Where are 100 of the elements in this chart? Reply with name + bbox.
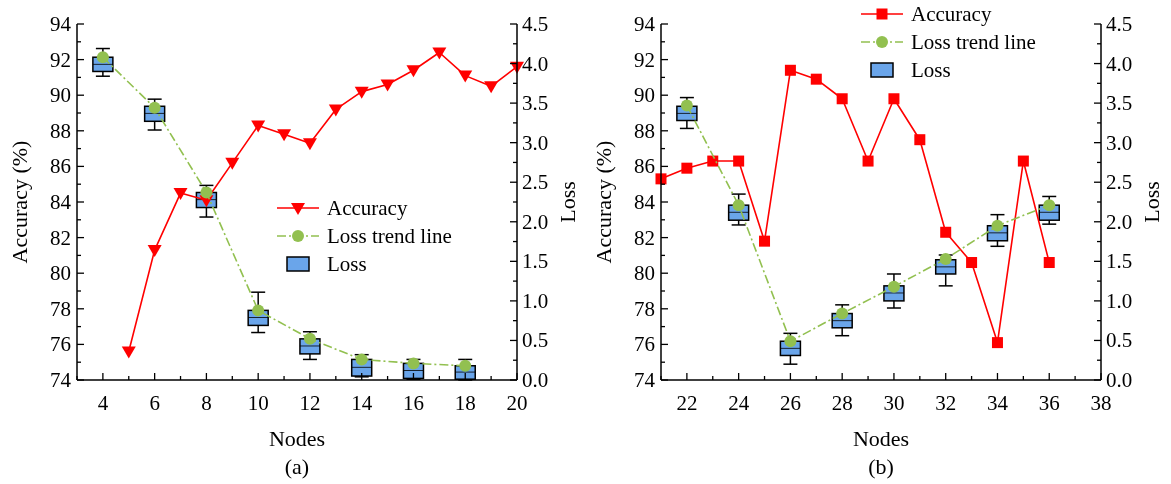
y-tick-label: 84 [50, 190, 72, 214]
y2-tick-label: 1.5 [1106, 249, 1133, 274]
y-tick-label: 82 [634, 225, 655, 250]
point [733, 155, 745, 167]
point [459, 359, 472, 372]
x-tick-label: 14 [351, 391, 373, 415]
point [681, 162, 693, 174]
y-tick-label: 80 [634, 261, 655, 286]
y2-tick-label: 4.0 [522, 51, 549, 76]
point [1017, 155, 1029, 167]
y2-axis-title: Loss [555, 181, 580, 223]
y-axis-title: Accuracy (%) [7, 140, 32, 264]
y2-tick-label: 4.5 [522, 12, 549, 36]
x-tick-label: 36 [1038, 391, 1060, 415]
y-tick-label: 94 [50, 12, 72, 36]
y2-tick-label: 0.5 [522, 328, 549, 353]
point [355, 353, 368, 366]
y2-tick-label: 1.5 [522, 249, 549, 274]
y2-tick-label: 1.0 [1106, 288, 1133, 313]
y2-tick-label: 4.5 [1106, 12, 1133, 36]
x-axis-title: Nodes [268, 426, 326, 451]
x-tick-label: 4 [97, 391, 109, 415]
point [940, 226, 952, 238]
legend-label: Accuracy [911, 2, 992, 26]
y2-tick-label: 3.0 [1106, 130, 1133, 155]
y-tick-label: 90 [634, 83, 655, 108]
x-tick-label: 8 [201, 391, 212, 415]
x-tick-label: 30 [883, 391, 905, 415]
y-tick-label: 76 [634, 332, 655, 357]
point [991, 337, 1003, 349]
point [251, 120, 266, 133]
x-tick-label: 38 [1090, 391, 1112, 415]
y-axis-title: Accuracy (%) [591, 140, 616, 264]
x-tick-label: 18 [454, 391, 476, 415]
point [380, 79, 395, 92]
y-tick-label: 84 [634, 190, 656, 214]
y2-tick-label: 1.0 [522, 288, 549, 313]
y2-tick-label: 0.5 [1106, 328, 1133, 353]
point [887, 280, 900, 293]
y-tick-label: 74 [50, 368, 72, 392]
y2-tick-label: 2.5 [1106, 170, 1133, 195]
y-tick-label: 88 [50, 118, 71, 143]
point [784, 335, 797, 348]
point [96, 51, 109, 64]
point [225, 157, 240, 170]
y-tick-label: 92 [634, 47, 655, 72]
x-tick-label: 28 [831, 391, 853, 415]
y2-tick-label: 0.0 [522, 368, 549, 392]
point [707, 155, 719, 167]
y2-tick-label: 3.5 [522, 91, 549, 116]
text: (a) [284, 454, 310, 479]
x-tick-label: 22 [676, 391, 698, 415]
x-tick-label: 20 [506, 391, 528, 415]
point [1043, 199, 1056, 212]
point [252, 304, 265, 317]
point [680, 99, 693, 112]
point [432, 47, 447, 60]
point [836, 93, 848, 105]
point [458, 70, 473, 83]
y-tick-label: 90 [50, 83, 71, 108]
x-tick-label: 12 [299, 391, 321, 415]
point [406, 65, 421, 78]
x-tick-label: 10 [247, 391, 269, 415]
y-tick-label: 88 [634, 118, 655, 143]
point [914, 134, 926, 146]
y2-tick-label: 2.0 [522, 209, 549, 234]
y2-axis-title: Loss [1139, 181, 1164, 223]
y-tick-label: 78 [50, 296, 71, 321]
point [407, 357, 420, 370]
point [966, 257, 978, 269]
point [939, 252, 952, 265]
legend-label: Accuracy [327, 196, 408, 220]
y2-tick-label: 0.0 [1106, 368, 1133, 392]
y-tick-label: 94 [634, 12, 656, 36]
x-tick-label: 24 [728, 391, 750, 415]
point [121, 346, 136, 359]
point [784, 64, 796, 76]
x-tick-label: 26 [779, 391, 801, 415]
point [862, 155, 874, 167]
y-tick-label: 78 [634, 296, 655, 321]
point [1043, 257, 1055, 269]
point [732, 199, 745, 212]
y-tick-label: 82 [50, 225, 71, 250]
y-tick-label: 92 [50, 47, 71, 72]
y2-tick-label: 2.5 [522, 170, 549, 195]
point [328, 104, 343, 117]
y2-tick-label: 3.5 [1106, 91, 1133, 116]
legend-label: Loss [327, 252, 367, 276]
y-tick-label: 86 [634, 154, 655, 179]
point [277, 129, 292, 142]
point [836, 307, 849, 320]
point [200, 186, 213, 199]
legend-label: Loss [911, 58, 951, 82]
point [888, 93, 900, 105]
point [303, 332, 316, 345]
x-axis-title: Nodes [852, 426, 910, 451]
point [147, 245, 162, 258]
point [991, 219, 1004, 232]
y-tick-label: 74 [634, 368, 656, 392]
point [302, 138, 317, 151]
